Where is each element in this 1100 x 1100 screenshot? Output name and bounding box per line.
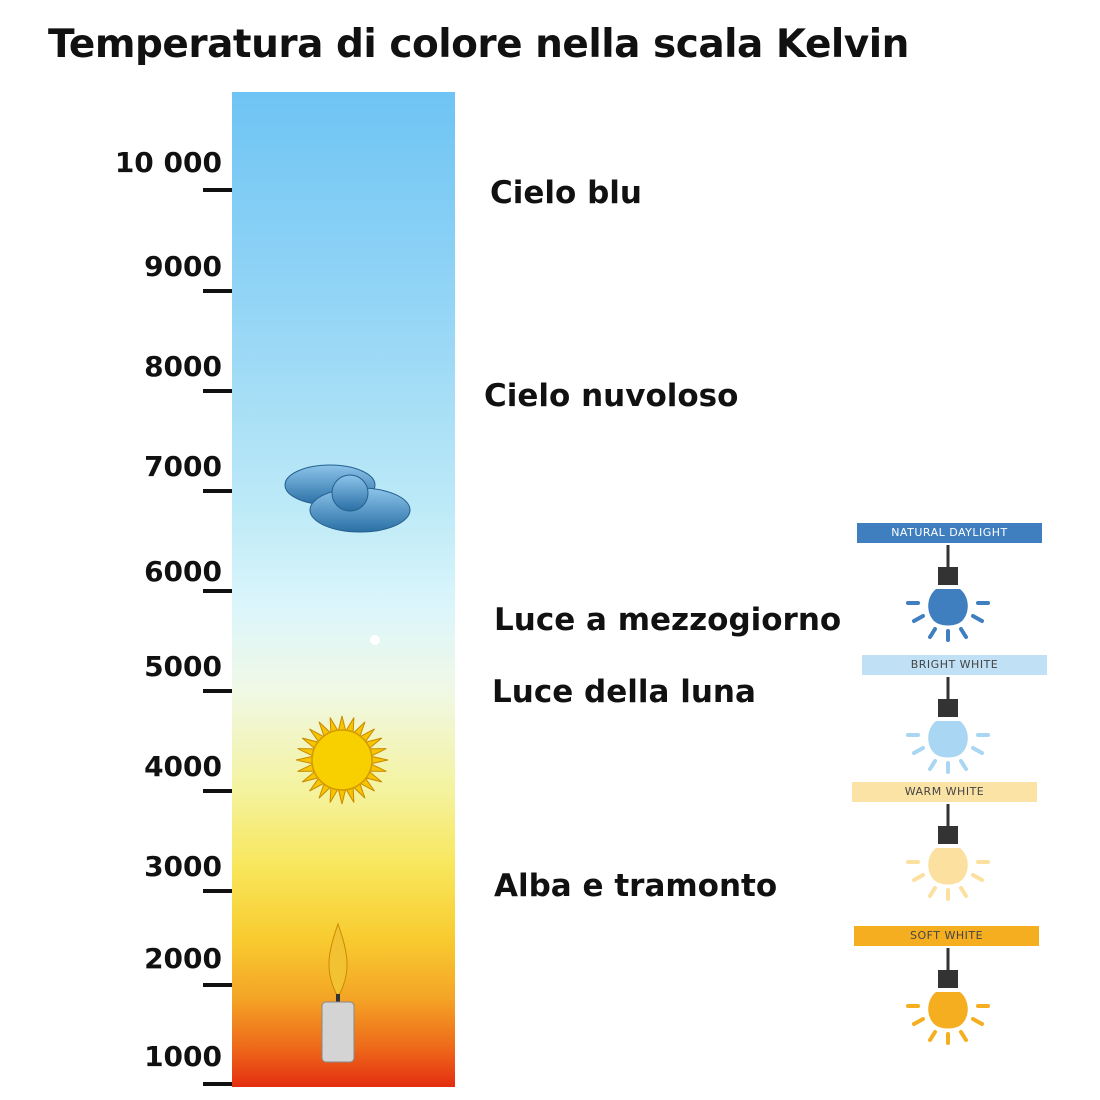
light-bulb-icon: [906, 948, 990, 1045]
label-luce-mezzogiorno: Luce a mezzogiorno: [494, 602, 842, 638]
tick-mark: [203, 188, 232, 192]
tick-label: 9000: [144, 250, 222, 283]
tick-mark: [203, 789, 232, 793]
tick-label: 2000: [144, 942, 222, 975]
tick-label: 5000: [144, 650, 222, 683]
tick-label: 7000: [144, 450, 222, 483]
tick-mark: [203, 983, 232, 987]
tick-label: 4000: [144, 750, 222, 783]
bulb-banner: SOFT WHITE: [854, 926, 1039, 946]
sun-icon: [295, 715, 389, 805]
label-luce-luna: Luce della luna: [492, 674, 756, 710]
tick-mark: [203, 289, 232, 293]
light-bulb-icon: [906, 545, 990, 642]
cloud-icon: [284, 464, 411, 533]
tick-mark: [203, 389, 232, 393]
tick-mark: [203, 889, 232, 893]
kelvin-gradient-bar: [232, 92, 455, 1087]
light-bulb-icon: [906, 677, 990, 774]
bulb-banner: BRIGHT WHITE: [862, 655, 1047, 675]
tick-mark: [203, 689, 232, 693]
tick-label: 6000: [144, 555, 222, 588]
light-bulb-icon: [906, 804, 990, 901]
tick-mark: [203, 1082, 232, 1086]
label-alba-tramonto: Alba e tramonto: [494, 868, 778, 904]
tick-label: 8000: [144, 350, 222, 383]
candle-icon: [321, 922, 355, 1063]
tick-label: 10 000: [114, 146, 222, 179]
sun-ray: [295, 715, 389, 805]
tick-label: 3000: [144, 850, 222, 883]
tick-mark: [203, 589, 232, 593]
page-title: Temperatura di colore nella scala Kelvin: [48, 22, 909, 67]
label-cielo-blu: Cielo blu: [490, 175, 643, 211]
bulb-banner: WARM WHITE: [852, 782, 1037, 802]
moon-dot-icon: [370, 635, 380, 645]
tick-label: 1000: [144, 1040, 222, 1073]
bulb-banner: NATURAL DAYLIGHT: [857, 523, 1042, 543]
tick-mark: [203, 489, 232, 493]
label-cielo-nuvoloso: Cielo nuvoloso: [484, 378, 739, 414]
